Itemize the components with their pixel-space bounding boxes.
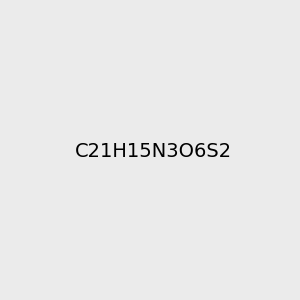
Text: C21H15N3O6S2: C21H15N3O6S2 [75, 142, 232, 161]
